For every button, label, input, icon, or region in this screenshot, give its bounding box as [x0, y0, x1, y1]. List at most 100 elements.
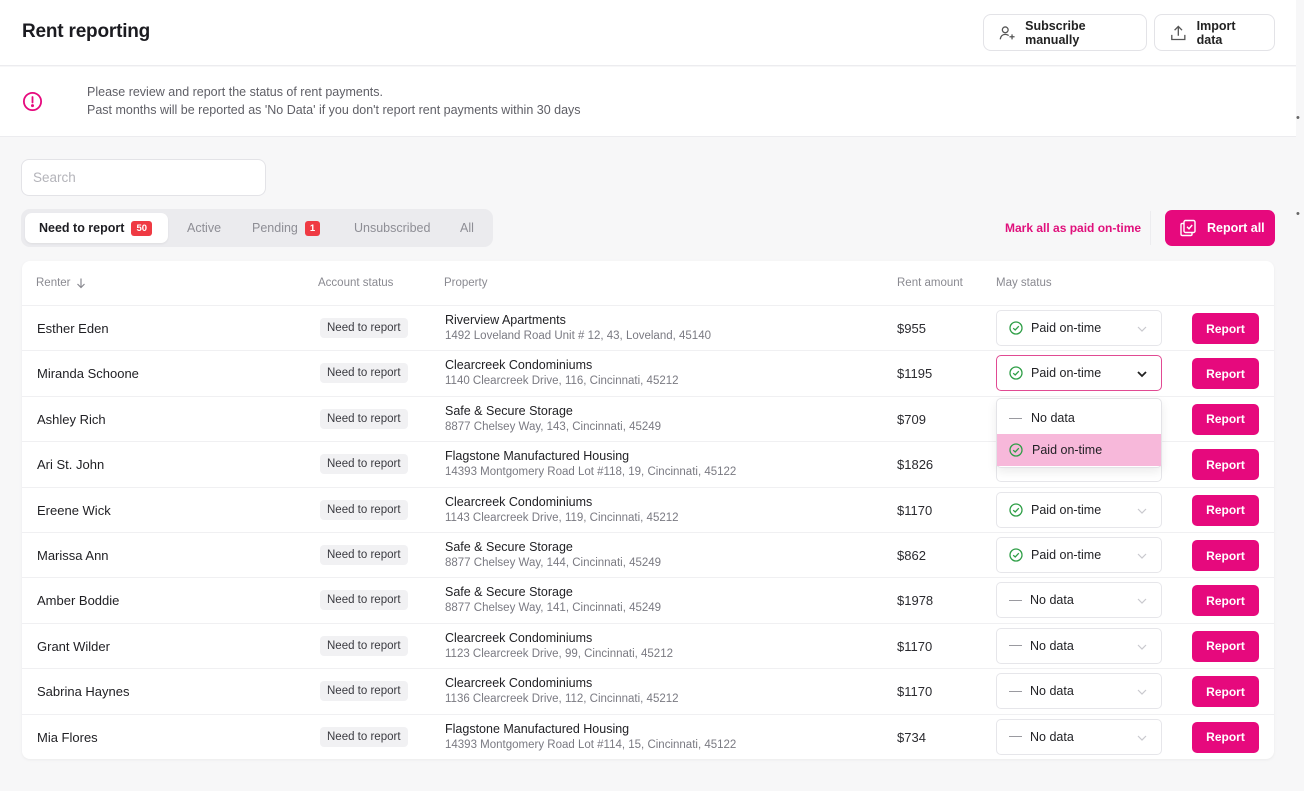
renter-name: Ari St. John [37, 457, 105, 473]
may-status-select[interactable]: Paid on-time [996, 491, 1162, 528]
may-status-select[interactable]: Paid on-time [996, 310, 1162, 346]
status-value: Paid on-time [1031, 502, 1102, 517]
account-status-badge: Need to report [320, 499, 408, 520]
account-status-badge: Need to report [320, 454, 408, 475]
table-row: Grant Wilder Need to report Clearcreek Con… [22, 622, 1274, 668]
table-row: Miranda Schoone Need to report Clearcreek … [22, 350, 1274, 395]
check-circle-icon [1009, 502, 1023, 517]
import-data-button[interactable]: Import data [1154, 14, 1275, 51]
mark-all-paid-link[interactable]: Mark all as paid on-time [1005, 221, 1142, 235]
status-value: Paid on-time [1031, 548, 1102, 562]
chevron-down-icon [1137, 326, 1147, 332]
chevron-down-icon [1137, 644, 1147, 650]
property-address: 1123 Clearcreek Drive, 99, Cincinnati, 4… [445, 647, 673, 660]
column-header-property: Property [444, 277, 488, 289]
dash-icon [1009, 599, 1022, 601]
check-circle-icon [1009, 443, 1023, 457]
subscribe-manually-button[interactable]: Subscribe manually [983, 14, 1147, 51]
tab-need-to-report[interactable]: Need to report 50 [25, 213, 168, 243]
upload-icon [1171, 25, 1186, 40]
option-label: Paid on-time [1032, 443, 1103, 457]
import-data-label: Import data [1196, 18, 1236, 47]
renter-name: Esther Eden [37, 321, 109, 336]
may-status-select[interactable]: Paid on-time [996, 355, 1162, 392]
status-value: Paid on-time [1031, 321, 1102, 335]
status-value: No data [1030, 638, 1074, 653]
account-status-badge: Need to report [320, 726, 408, 747]
report-button[interactable]: Report [1192, 721, 1259, 753]
chevron-down-icon [1137, 735, 1147, 741]
column-label: Renter [36, 277, 71, 289]
tab-active[interactable]: Active [187, 213, 221, 243]
tab-all[interactable]: All [460, 213, 474, 243]
report-button[interactable]: Report [1192, 585, 1259, 617]
may-status-select[interactable]: No data [996, 582, 1162, 619]
property-address: 1136 Clearcreek Drive, 112, Cincinnati, … [445, 693, 679, 706]
dash-icon [1009, 417, 1022, 419]
renter-name: Miranda Schoone [37, 366, 139, 382]
property-address: 8877 Chelsey Way, 141, Cincinnati, 45249 [445, 602, 662, 615]
renter-name: Mia Flores [37, 729, 98, 745]
property-address: 1492 Loveland Road Unit # 12, 43, Lovela… [445, 330, 711, 342]
property-address: 1143 Clearcreek Drive, 119, Cincinnati, … [445, 511, 679, 524]
account-status-badge: Need to report [320, 545, 408, 565]
person-add-icon [999, 25, 1015, 39]
table-row: Sabrina Haynes Need to report Clearcreek C… [22, 668, 1274, 713]
rent-amount: $1826 [897, 457, 934, 473]
report-button[interactable]: Report [1192, 358, 1259, 390]
account-status-badge: Need to report [320, 318, 408, 338]
notice-line-2: Past months will be reported as 'No Data… [87, 103, 581, 117]
may-status-select[interactable]: No data [996, 627, 1162, 664]
dash-icon [1009, 736, 1022, 738]
search-input[interactable] [21, 159, 266, 196]
rent-amount: $1978 [897, 593, 934, 609]
may-status-select[interactable]: No data [996, 673, 1162, 710]
property-name: Clearcreek Condominiums [445, 676, 593, 691]
rent-amount: $862 [897, 548, 926, 563]
check-circle-icon [1009, 366, 1023, 381]
notice-line-1: Please review and report the status of r… [87, 85, 383, 99]
status-value: No data [1030, 729, 1074, 744]
account-status-badge: Need to report [320, 363, 408, 384]
tab-pending[interactable]: Pending 1 [252, 213, 321, 243]
table-row: Esther Eden Need to report Riverview Apart… [22, 305, 1274, 350]
rent-amount: $1170 [897, 684, 933, 700]
option-no-data[interactable]: No data [997, 402, 1161, 434]
page-title: Rent reporting [22, 21, 151, 42]
rent-amount: $1170 [897, 638, 933, 654]
top-bar: Rent reporting Subscribe manually Import… [0, 0, 1296, 66]
table-row: Amber Boddie Need to report Safe & Secure … [22, 577, 1274, 622]
document-check-icon [1180, 219, 1196, 237]
renter-name: Amber Boddie [37, 593, 120, 609]
property-address: 8877 Chelsey Way, 144, Cincinnati, 45249 [445, 557, 662, 569]
may-status-select[interactable]: No data [996, 718, 1162, 755]
report-all-label: Report all [1207, 221, 1265, 235]
option-paid-on-time[interactable]: Paid on-time [997, 434, 1161, 466]
account-status-badge: Need to report [320, 635, 408, 656]
report-button[interactable]: Report [1192, 449, 1259, 481]
account-status-badge: Need to report [320, 408, 408, 429]
rent-amount: $734 [897, 729, 926, 745]
count-badge: 50 [131, 220, 153, 236]
account-status-badge: Need to report [320, 681, 408, 702]
may-status-select[interactable]: Paid on-time [996, 537, 1162, 573]
column-header-renter[interactable]: Renter [36, 277, 87, 289]
report-button[interactable]: Report [1192, 494, 1259, 526]
report-button[interactable]: Report [1192, 313, 1259, 344]
tab-label: Pending [252, 221, 298, 235]
report-button[interactable]: Report [1192, 540, 1259, 571]
account-status-badge: Need to report [320, 590, 408, 611]
chevron-down-icon [1137, 598, 1147, 605]
count-badge: 1 [304, 220, 321, 236]
report-all-button[interactable]: Report all [1165, 210, 1275, 246]
column-header-rent-amount: Rent amount [897, 277, 963, 289]
property-name: Safe & Secure Storage [445, 403, 573, 418]
report-button[interactable]: Report [1192, 676, 1259, 708]
report-button[interactable]: Report [1192, 403, 1259, 435]
rent-amount: $1170 [897, 502, 933, 518]
rent-amount: $955 [897, 321, 926, 336]
tab-unsubscribed[interactable]: Unsubscribed [354, 213, 430, 243]
tab-label: Unsubscribed [354, 221, 431, 235]
report-button[interactable]: Report [1192, 630, 1259, 662]
renters-table: Renter Account status Property Rent amou… [22, 261, 1274, 759]
